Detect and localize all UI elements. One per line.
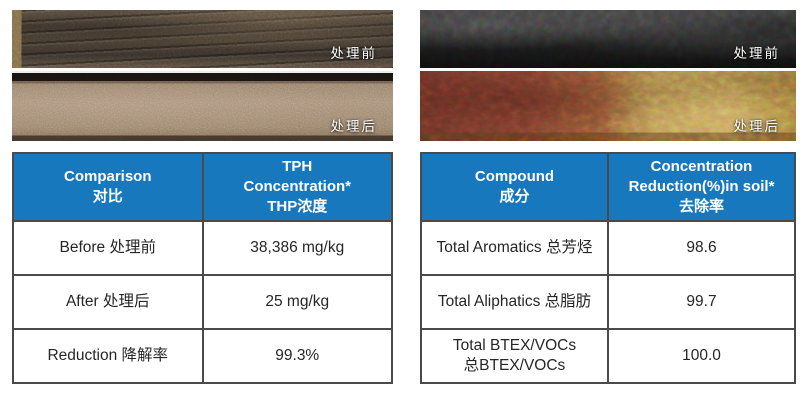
soil-photo-before-treatment: 处理前 [12, 10, 393, 68]
table-row: Before 处理前 38,386 mg/kg [12, 220, 393, 276]
table-cell-label: Before 处理前 [12, 220, 204, 276]
soil-texture [420, 71, 796, 141]
table-row: Total BTEX/VOCs 总BTEX/VOCs 100.0 [420, 328, 796, 384]
column-header-tph-concentration: TPH Concentration* THP浓度 [201, 152, 393, 222]
table-cell-value: 98.6 [607, 220, 796, 276]
table-cell-value: 99.7 [607, 274, 796, 330]
table-cell-label: Total BTEX/VOCs 总BTEX/VOCs [420, 328, 609, 384]
soil-texture [420, 10, 796, 68]
panel-compound-reduction: 处理前 处理后 Compound 成分 Concentration Reduct… [420, 10, 796, 411]
photo-stack: 处理前 处理后 [12, 10, 393, 141]
column-header-compound: Compound 成分 [420, 152, 609, 222]
photo-stack: 处理前 处理后 [420, 10, 796, 141]
photo-label-before: 处理前 [733, 46, 780, 61]
soil-photo-before-treatment: 处理前 [420, 10, 796, 68]
tph-comparison-table: Comparison 对比 TPH Concentration* THP浓度 B… [12, 152, 393, 384]
table-cell-label: Total Aromatics 总芳烃 [420, 220, 609, 276]
table-cell-value: 99.3% [201, 328, 393, 384]
soil-photo-after-treatment: 处理后 [420, 71, 796, 141]
photo-label-after: 处理后 [733, 119, 780, 134]
table-row: After 处理后 25 mg/kg [12, 274, 393, 330]
compound-reduction-table: Compound 成分 Concentration Reduction(%)in… [420, 152, 796, 384]
soil-photo-after-treatment: 处理后 [12, 71, 393, 141]
table-cell-value: 38,386 mg/kg [201, 220, 393, 276]
table-header-row: Compound 成分 Concentration Reduction(%)in… [420, 152, 796, 222]
column-header-concentration-reduction: Concentration Reduction(%)in soil* 去除率 [607, 152, 796, 222]
soil-texture [12, 10, 393, 68]
table-cell-label: Total Aliphatics 总脂肪 [420, 274, 609, 330]
table-cell-label: Reduction 降解率 [12, 328, 204, 384]
table-row: Reduction 降解率 99.3% [12, 328, 393, 384]
table-row: Total Aromatics 总芳烃 98.6 [420, 220, 796, 276]
panel-tph-comparison: 处理前 处理后 Comparison 对比 TPH Concentration*… [12, 10, 393, 411]
soil-texture [12, 71, 393, 141]
column-header-comparison: Comparison 对比 [12, 152, 204, 222]
table-cell-label: After 处理后 [12, 274, 204, 330]
photo-label-before: 处理前 [330, 46, 377, 61]
table-cell-value: 25 mg/kg [201, 274, 393, 330]
table-header-row: Comparison 对比 TPH Concentration* THP浓度 [12, 152, 393, 222]
photo-label-after: 处理后 [330, 119, 377, 134]
table-cell-value: 100.0 [607, 328, 796, 384]
table-row: Total Aliphatics 总脂肪 99.7 [420, 274, 796, 330]
